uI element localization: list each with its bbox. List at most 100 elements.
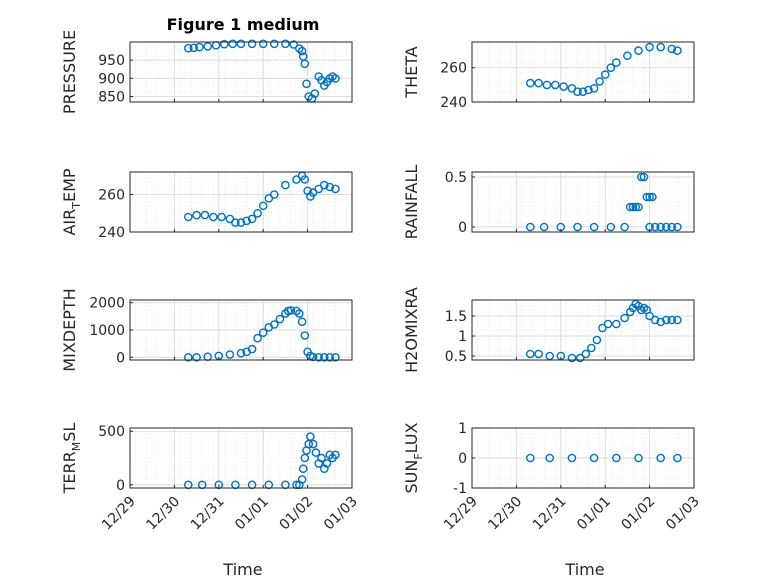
data-point xyxy=(667,222,677,232)
data-point xyxy=(297,46,307,56)
y-tick-label: 900 xyxy=(98,71,125,87)
y-axis-label: SUNFLUX xyxy=(402,422,425,493)
y-axis-label-main: AIR xyxy=(60,209,79,236)
data-point xyxy=(292,306,301,316)
y-axis-label-tail: LUX xyxy=(402,422,421,453)
data-point xyxy=(183,43,193,53)
data-point xyxy=(253,333,262,343)
data-point xyxy=(269,190,279,199)
data-point xyxy=(673,46,682,55)
data-point xyxy=(331,352,340,362)
data-point xyxy=(656,222,666,232)
y-tick-label: 0 xyxy=(458,451,467,467)
data-point xyxy=(648,192,657,202)
data-point xyxy=(559,82,568,91)
y-axis-label-tail: SL xyxy=(60,423,79,442)
data-point xyxy=(319,180,329,190)
data-point xyxy=(526,453,535,463)
data-point xyxy=(306,432,315,441)
subplot-air_temp: 240 260 AIRTEMP xyxy=(60,168,353,241)
axes-box xyxy=(129,427,353,489)
data-point xyxy=(534,349,543,359)
data-point xyxy=(612,58,621,67)
y-tick-label: 0 xyxy=(458,220,467,236)
data-point xyxy=(294,309,304,318)
data-point xyxy=(208,212,218,222)
data-point xyxy=(322,459,332,468)
data-point xyxy=(526,222,535,232)
data-point xyxy=(595,77,604,86)
data-point xyxy=(308,352,318,362)
y-axis-label: THETA xyxy=(402,46,421,98)
data-point xyxy=(634,453,643,463)
data-point xyxy=(331,184,340,194)
data-point xyxy=(526,349,535,359)
data-point xyxy=(645,311,654,321)
y-tick-label: 260 xyxy=(98,188,125,204)
data-point xyxy=(645,192,654,202)
axes-box xyxy=(129,41,353,103)
x-tick-label: 12/31 xyxy=(188,494,228,534)
data-point xyxy=(631,202,641,212)
data-point xyxy=(650,222,660,232)
axes-box xyxy=(129,171,353,233)
data-point xyxy=(300,331,310,340)
x-tick-label: 01/03 xyxy=(321,494,361,534)
data-point xyxy=(642,192,652,202)
y-tick-label: 240 xyxy=(440,95,467,111)
data-point xyxy=(247,39,257,49)
x-tick-label: 01/01 xyxy=(574,494,614,534)
data-point xyxy=(314,352,324,362)
y-tick-label: 0.5 xyxy=(445,349,467,365)
data-point xyxy=(236,39,246,49)
data-point xyxy=(584,85,593,95)
x-tick-label: 12/29 xyxy=(99,494,139,534)
data-point xyxy=(203,42,212,51)
x-tick-label: 01/02 xyxy=(277,494,317,534)
data-point xyxy=(606,63,616,72)
data-point xyxy=(612,453,621,463)
data-point xyxy=(623,51,632,61)
data-point xyxy=(297,475,307,484)
subplot-sun_flux: -1 0 1 12/29 12/30 12/31 01/01 01/02 01/03 SUNFLU… xyxy=(402,421,703,533)
y-tick-label: 0 xyxy=(116,478,125,494)
data-point xyxy=(567,353,577,363)
x-tick-label: 01/03 xyxy=(663,494,703,534)
data-point xyxy=(192,352,201,362)
data-point xyxy=(325,182,335,192)
data-point xyxy=(310,89,320,98)
subplot-h2omixra: 0.5 1 1.5 H2OMIXRA xyxy=(402,287,695,373)
data-point xyxy=(662,222,671,232)
data-point xyxy=(236,348,246,358)
data-point xyxy=(628,202,638,212)
axes-box xyxy=(471,299,695,361)
y-tick-label: 0.5 xyxy=(445,170,467,186)
data-point xyxy=(258,201,268,211)
data-point xyxy=(286,306,296,315)
y-axis-label: H2OMIXRA xyxy=(402,287,421,373)
data-point xyxy=(639,172,649,182)
data-point xyxy=(192,210,201,220)
data-point xyxy=(656,317,666,327)
data-point xyxy=(300,175,310,184)
data-point xyxy=(253,208,262,218)
data-point xyxy=(325,352,335,362)
data-point xyxy=(302,79,311,89)
data-point xyxy=(236,218,246,227)
data-point xyxy=(308,439,318,449)
data-point xyxy=(575,353,585,363)
x-tick-label: 01/02 xyxy=(619,494,659,534)
data-point xyxy=(589,453,599,463)
data-point xyxy=(298,464,308,474)
axes-box xyxy=(471,171,695,233)
data-point xyxy=(545,453,555,463)
data-point xyxy=(673,222,682,232)
data-point xyxy=(183,212,193,222)
data-point xyxy=(673,315,682,325)
data-point xyxy=(269,320,279,329)
y-axis-label: MIXDEPTH xyxy=(60,288,79,371)
data-point xyxy=(317,453,326,463)
y-tick-label: 2000 xyxy=(89,296,125,312)
y-axis-label: AIRTEMP xyxy=(60,168,83,235)
